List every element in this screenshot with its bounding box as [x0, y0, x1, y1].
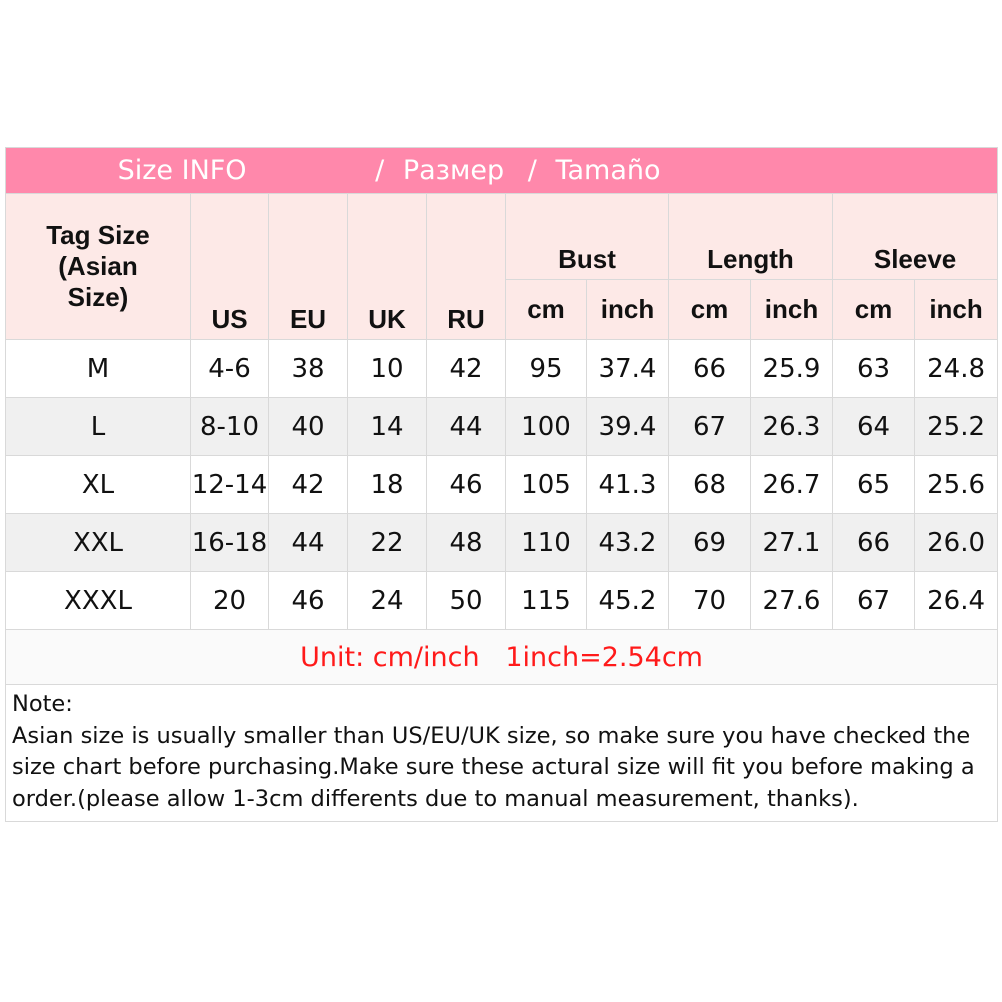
- table-cell: 115: [505, 571, 587, 630]
- table-cell: 26.0: [913, 513, 999, 572]
- table-cell: 69: [668, 513, 751, 572]
- table-cell: 20: [190, 571, 269, 630]
- table-cell: 43.2: [586, 513, 669, 572]
- tag-size-cell: M: [5, 339, 191, 398]
- chart-title: Size INFO / Размер / Tamaño: [4, 147, 999, 194]
- table-cell: 42: [426, 339, 506, 398]
- header-length-cm: cm: [668, 279, 751, 340]
- table-cell: 46: [426, 455, 506, 514]
- tag-size-cell: L: [5, 397, 191, 456]
- table-cell: 65: [832, 455, 915, 514]
- unit-text: Unit: cm/inch 1inch=2.54cm: [4, 629, 999, 685]
- table-cell: 45.2: [586, 571, 669, 630]
- title-spanish: Tamaño: [555, 155, 661, 186]
- header-row-2: cm inch cm inch cm inch: [6, 279, 999, 340]
- note-text: Asian size is usually smaller than US/EU…: [12, 722, 975, 812]
- table-cell: 105: [505, 455, 587, 514]
- header-sleeve: Sleeve: [831, 193, 999, 280]
- table-cell: 26.3: [750, 397, 833, 456]
- table-cell: 27.1: [750, 513, 833, 572]
- note-label: Note:: [12, 691, 73, 717]
- table-cell: 18: [347, 455, 427, 514]
- table-cell: 40: [268, 397, 348, 456]
- table-cell: 41.3: [586, 455, 669, 514]
- table-cell: 67: [832, 571, 915, 630]
- table-cell: 25.9: [750, 339, 833, 398]
- unit-row: Unit: cm/inch 1inch=2.54cm: [4, 629, 999, 685]
- table-cell: 25.6: [913, 455, 999, 514]
- table-cell: 4-6: [190, 339, 269, 398]
- header-ru: RU: [426, 193, 506, 340]
- table-row: XXXL 20 46 24 50 115 45.2 70 27.6 67 26.4: [5, 571, 999, 630]
- header-bust-inch: inch: [586, 279, 669, 340]
- size-chart: Size INFO / Размер / Tamaño Tag Size (As…: [4, 147, 999, 822]
- note-cell: Note: Asian size is usually smaller than…: [4, 684, 999, 822]
- table-cell: 16-18: [190, 513, 269, 572]
- table-cell: 46: [268, 571, 348, 630]
- table-cell: 26.4: [913, 571, 999, 630]
- table-cell: 14: [347, 397, 427, 456]
- table-cell: 26.7: [750, 455, 833, 514]
- table-cell: 25.2: [913, 397, 999, 456]
- header-bust-cm: cm: [505, 279, 587, 340]
- header-row-1: Tag Size (Asian Size) US EU UK RU Bust L…: [5, 193, 999, 340]
- header-length-inch: inch: [750, 279, 833, 340]
- table-cell: 110: [505, 513, 587, 572]
- header-sleeve-cm: cm: [832, 279, 915, 340]
- table-cell: 8-10: [190, 397, 269, 456]
- table-cell: 66: [832, 513, 915, 572]
- header-length: Length: [668, 193, 833, 280]
- table-cell: 64: [832, 397, 915, 456]
- tag-size-cell: XXL: [5, 513, 191, 572]
- table-cell: 27.6: [750, 571, 833, 630]
- table-cell: 39.4: [586, 397, 669, 456]
- table-cell: 66: [668, 339, 751, 398]
- table-row: XL 12-14 42 18 46 105 41.3 68 26.7 65 25.6: [5, 455, 999, 514]
- table-cell: 24: [347, 571, 427, 630]
- table-row: M 4-6 38 10 42 95 37.4 66 25.9 63 24.8: [5, 339, 999, 398]
- table-cell: 10: [347, 339, 427, 398]
- table-cell: 22: [347, 513, 427, 572]
- table-cell: 95: [505, 339, 587, 398]
- header-tag-size: Tag Size (Asian Size): [5, 193, 191, 340]
- header-uk: UK: [347, 193, 427, 340]
- table-cell: 50: [426, 571, 506, 630]
- title-russian: Размер: [402, 155, 505, 186]
- table-cell: 42: [268, 455, 348, 514]
- table-cell: 68: [668, 455, 751, 514]
- table-cell: 24.8: [913, 339, 999, 398]
- table-cell: 37.4: [586, 339, 669, 398]
- table-cell: 12-14: [190, 455, 269, 514]
- header-eu: EU: [268, 193, 348, 340]
- table-cell: 44: [426, 397, 506, 456]
- table-cell: 70: [668, 571, 751, 630]
- size-table: Size INFO / Размер / Tamaño Tag Size (As…: [4, 147, 999, 822]
- table-row: L 8-10 40 14 44 100 39.4 67 26.3 64 25.2: [5, 397, 999, 456]
- tag-size-cell: XL: [5, 455, 191, 514]
- table-cell: 63: [832, 339, 915, 398]
- header-bust: Bust: [505, 193, 669, 280]
- header-us: US: [190, 193, 269, 340]
- table-cell: 44: [268, 513, 348, 572]
- table-cell: 38: [268, 339, 348, 398]
- title-sep-1: /: [375, 155, 385, 186]
- title-sep-2: /: [527, 155, 537, 186]
- tag-size-cell: XXXL: [5, 571, 191, 630]
- table-row: XXL 16-18 44 22 48 110 43.2 69 27.1 66 26.0: [5, 513, 999, 572]
- title-row: Size INFO / Размер / Tamaño: [4, 147, 999, 194]
- note-row: Note: Asian size is usually smaller than…: [4, 684, 999, 822]
- table-cell: 67: [668, 397, 751, 456]
- table-cell: 100: [505, 397, 587, 456]
- header-sleeve-inch: inch: [913, 279, 999, 340]
- table-cell: 48: [426, 513, 506, 572]
- title-english: Size INFO: [117, 155, 247, 186]
